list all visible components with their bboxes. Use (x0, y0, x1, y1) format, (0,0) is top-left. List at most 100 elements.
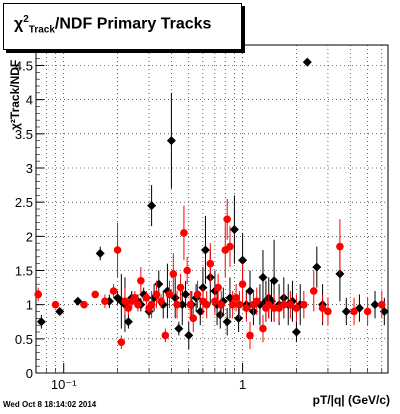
data-point (226, 242, 234, 251)
data-point (166, 136, 176, 146)
data-point (142, 294, 151, 302)
y-tick-label: 3.5 (15, 127, 33, 142)
data-point (292, 304, 301, 312)
data-point (113, 246, 122, 254)
data-point (176, 283, 185, 292)
data-point (211, 297, 219, 306)
data-point (73, 296, 83, 306)
data-point (370, 300, 380, 310)
data-point (215, 310, 225, 320)
data-point (324, 307, 332, 316)
data-point (238, 280, 247, 288)
data-point (121, 297, 129, 306)
data-point (123, 317, 133, 327)
data-point (206, 259, 215, 268)
y-tick-label: 0 (26, 366, 33, 381)
y-tick-label: 4 (26, 93, 33, 108)
y-tick-label: 1.5 (15, 264, 33, 279)
y-tick-label: 4.5 (15, 59, 33, 74)
data-point (350, 307, 358, 316)
data-point (134, 300, 142, 309)
data-point (36, 317, 46, 327)
data-point (223, 215, 231, 224)
data-point (312, 262, 322, 272)
data-point (91, 290, 100, 299)
data-point (228, 300, 237, 309)
data-point (147, 300, 156, 309)
y-tick-label: 3 (26, 161, 33, 176)
data-point (80, 300, 88, 309)
data-point (252, 297, 261, 306)
data-point (174, 324, 184, 334)
data-point (363, 307, 372, 316)
title-sup: 2 (23, 14, 29, 25)
data-point (222, 317, 232, 327)
data-point (184, 330, 194, 340)
data-point (341, 307, 351, 316)
data-point (232, 294, 240, 302)
chart-title: χ2Track/NDF Primary Tracks (14, 14, 211, 36)
data-point (242, 304, 251, 312)
data-point (161, 331, 170, 340)
data-point (280, 300, 288, 309)
data-point (124, 304, 133, 312)
data-point (109, 287, 118, 295)
data-point (157, 297, 165, 306)
data-point (189, 314, 198, 323)
plot-frame (35, 44, 389, 374)
data-point (95, 248, 105, 258)
data-point (217, 300, 226, 309)
data-point (269, 276, 279, 286)
title-sub: Track (28, 24, 55, 36)
data-point (214, 283, 222, 292)
data-point (377, 300, 386, 309)
x-tick-label: 10⁻¹ (51, 377, 77, 392)
data-point (259, 324, 267, 333)
data-point (336, 242, 344, 251)
y-tick-label: 2 (26, 229, 33, 244)
data-point (200, 245, 210, 255)
title-rest: /NDF Primary Tracks (54, 15, 212, 33)
data-point (234, 313, 244, 323)
y-axis-label: χ²Track/NDF (8, 59, 22, 130)
data-point (255, 300, 265, 310)
data-point (309, 287, 318, 295)
data-point (193, 290, 202, 299)
data-point (131, 294, 139, 302)
data-point (258, 272, 268, 282)
data-point (300, 300, 308, 309)
data-point (180, 229, 188, 237)
title-chi: χ (14, 15, 24, 33)
data-point (229, 225, 239, 234)
data-point (117, 338, 126, 347)
x-axis-label: pT/|q| (GeV/c) (312, 393, 390, 407)
data-point (183, 266, 191, 275)
data-point (34, 290, 42, 299)
data-point (101, 297, 109, 306)
x-tick-label: 1 (239, 377, 246, 392)
data-point (55, 307, 65, 316)
data-point (51, 300, 60, 309)
y-tick-label: 0.5 (15, 332, 33, 347)
data-point (137, 276, 145, 285)
data-point (169, 270, 178, 278)
data-point (246, 331, 254, 340)
timestamp: Wed Oct 8 18:14:02 2014 (3, 400, 97, 409)
data-point (291, 327, 301, 337)
data-point (165, 290, 174, 299)
data-point (181, 289, 191, 299)
y-tick-label: 2.5 (15, 195, 33, 210)
data-point (173, 300, 181, 309)
data-point (152, 290, 161, 299)
data-point (186, 300, 195, 309)
data-point (235, 300, 244, 309)
data-point (147, 201, 157, 211)
chart-title-box: χ2Track/NDF Primary Tracks (3, 3, 242, 50)
y-tick-label: 1 (26, 298, 33, 313)
data-point (302, 57, 312, 67)
data-point (202, 300, 211, 309)
data-point (245, 286, 255, 296)
data-point (286, 300, 295, 309)
data-point (238, 255, 248, 265)
